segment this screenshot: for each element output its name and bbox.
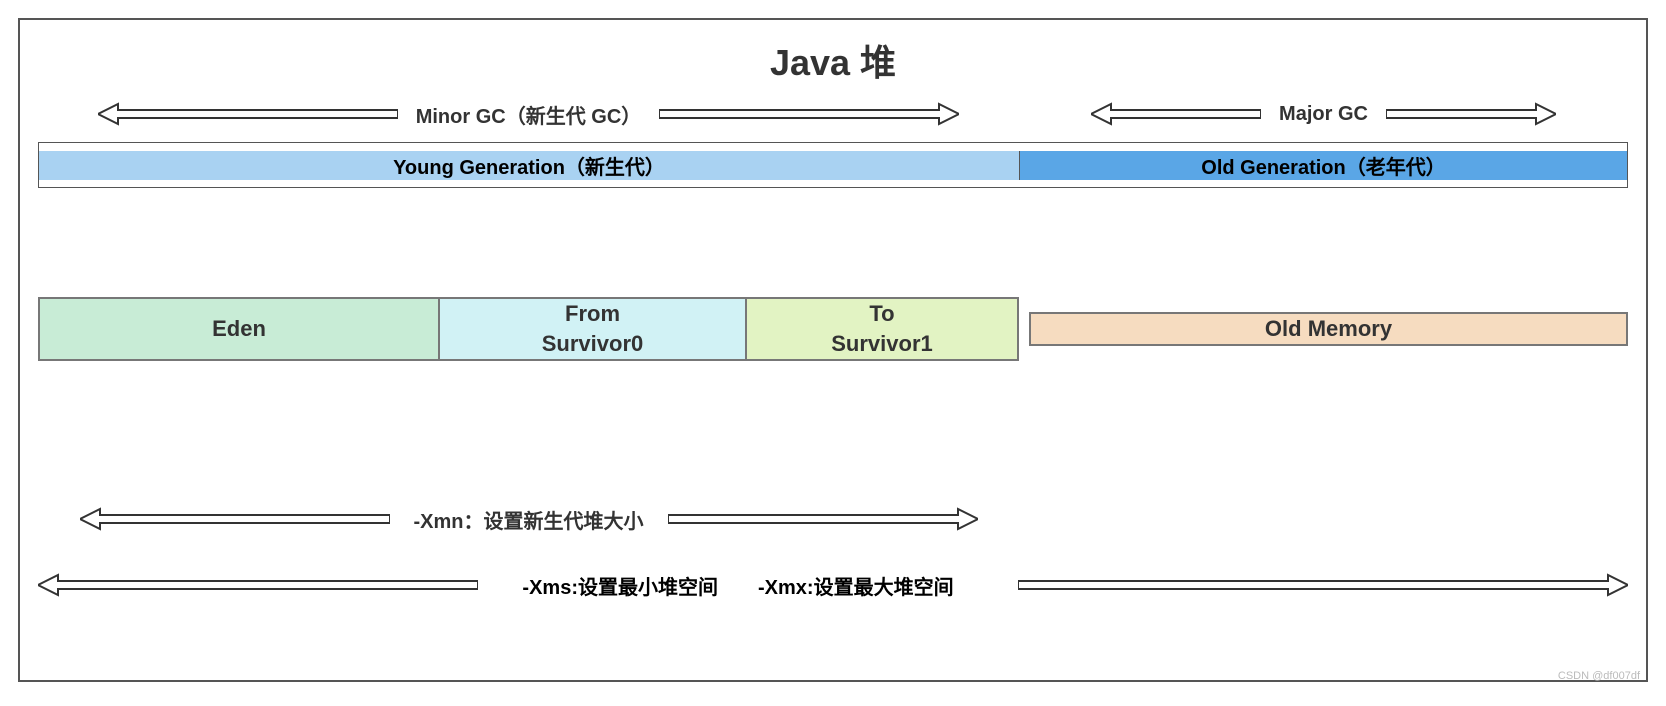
memory-blocks-row: Eden From Survivor0 To Survivor1 Old Mem… xyxy=(38,188,1628,470)
minor-gc-group: Minor GC（新生代 GC） xyxy=(38,100,1019,129)
major-gc-label: Major GC xyxy=(1279,103,1368,126)
xmn-label: -Xmn：设置新生代堆大小 xyxy=(414,505,644,534)
survivor0-block: From Survivor0 xyxy=(438,297,745,360)
xms-label: -Xms:设置最小堆空间 xyxy=(522,571,718,600)
watermark-text: CSDN @df007df xyxy=(1558,670,1640,682)
arrow-right-icon xyxy=(668,507,978,531)
arrow-left-icon xyxy=(98,102,398,126)
old-generation-header: Old Generation（老年代） xyxy=(1020,151,1627,180)
arrow-left-icon xyxy=(1091,102,1261,126)
arrow-right-icon xyxy=(1386,102,1556,126)
survivor1-block: To Survivor1 xyxy=(745,297,1019,360)
young-generation-header: Young Generation（新生代） xyxy=(39,151,1020,180)
old-blocks-group: Old Memory xyxy=(1019,312,1628,346)
xmx-label: -Xmx:设置最大堆空间 xyxy=(758,571,954,600)
diagram-container: Java 堆 Minor GC（新生代 GC） Major GC Young G… xyxy=(18,18,1648,682)
xms-right-arrow-group xyxy=(998,573,1628,597)
old-memory-block: Old Memory xyxy=(1029,312,1628,346)
xms-left-arrow-group xyxy=(38,573,478,597)
arrow-right-icon xyxy=(1018,573,1628,597)
arrow-right-icon xyxy=(659,102,959,126)
xmn-group: -Xmn：设置新生代堆大小 xyxy=(38,505,1019,534)
young-blocks-group: Eden From Survivor0 To Survivor1 xyxy=(38,297,1019,360)
xms-xmx-row: -Xms:设置最小堆空间 -Xmx:设置最大堆空间 xyxy=(38,570,1628,600)
eden-block: Eden xyxy=(38,297,438,360)
xmn-row: -Xmn：设置新生代堆大小 xyxy=(38,504,1628,534)
minor-gc-label: Minor GC（新生代 GC） xyxy=(416,100,642,129)
xms-xmx-text-group: -Xms:设置最小堆空间 -Xmx:设置最大堆空间 xyxy=(478,571,998,600)
diagram-title: Java 堆 xyxy=(38,34,1628,86)
arrow-left-icon xyxy=(38,573,478,597)
gc-row: Minor GC（新生代 GC） Major GC xyxy=(38,96,1628,132)
major-gc-group: Major GC xyxy=(1019,102,1628,126)
arrow-left-icon xyxy=(80,507,390,531)
generation-header-row: Young Generation（新生代） Old Generation（老年代… xyxy=(38,142,1628,188)
